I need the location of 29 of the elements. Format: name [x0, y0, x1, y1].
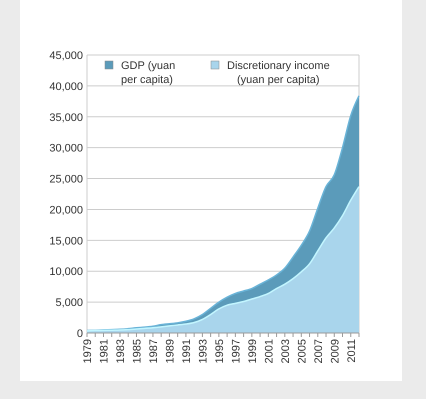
- x-tick-label: 1993: [197, 339, 210, 364]
- x-tick-label: 1987: [148, 339, 160, 364]
- legend-label: Discretionary income (yuan per capita): [227, 60, 330, 86]
- x-tick-label: 1981: [98, 339, 110, 364]
- legend-label: GDP (yuan per capita): [121, 60, 176, 86]
- x-tick-label: 1999: [246, 339, 259, 364]
- y-tick-label: 45,000: [49, 50, 83, 62]
- y-tick-label: 15,000: [49, 235, 83, 248]
- y-tick-label: 0: [76, 328, 83, 340]
- x-tick-label: 2003: [280, 339, 292, 364]
- y-tick-label: 40,000: [49, 80, 83, 93]
- x-tick-label: 1995: [214, 339, 226, 364]
- x-tick-label: 1979: [82, 339, 94, 364]
- x-tick-label: 1985: [131, 339, 144, 364]
- x-tick-label: 2007: [312, 339, 325, 364]
- x-tick-label: 2009: [329, 339, 342, 364]
- x-tick-label: 1997: [230, 339, 242, 364]
- x-tick-label: 1983: [114, 339, 127, 364]
- x-tick-label: 2001: [263, 339, 276, 364]
- y-tick-label: 10,000: [49, 266, 83, 278]
- x-tick-label: 2011: [346, 339, 358, 363]
- x-tick-label: 2005: [296, 339, 308, 364]
- x-tick-label: 1989: [164, 339, 176, 364]
- x-tick-label: 1991: [180, 339, 193, 364]
- y-tick-label: 20,000: [49, 204, 83, 216]
- y-tick-label: 30,000: [49, 142, 83, 155]
- y-tick-label: 5,000: [55, 297, 83, 310]
- y-tick-label: 35,000: [49, 112, 83, 124]
- y-tick-label: 25,000: [49, 174, 83, 186]
